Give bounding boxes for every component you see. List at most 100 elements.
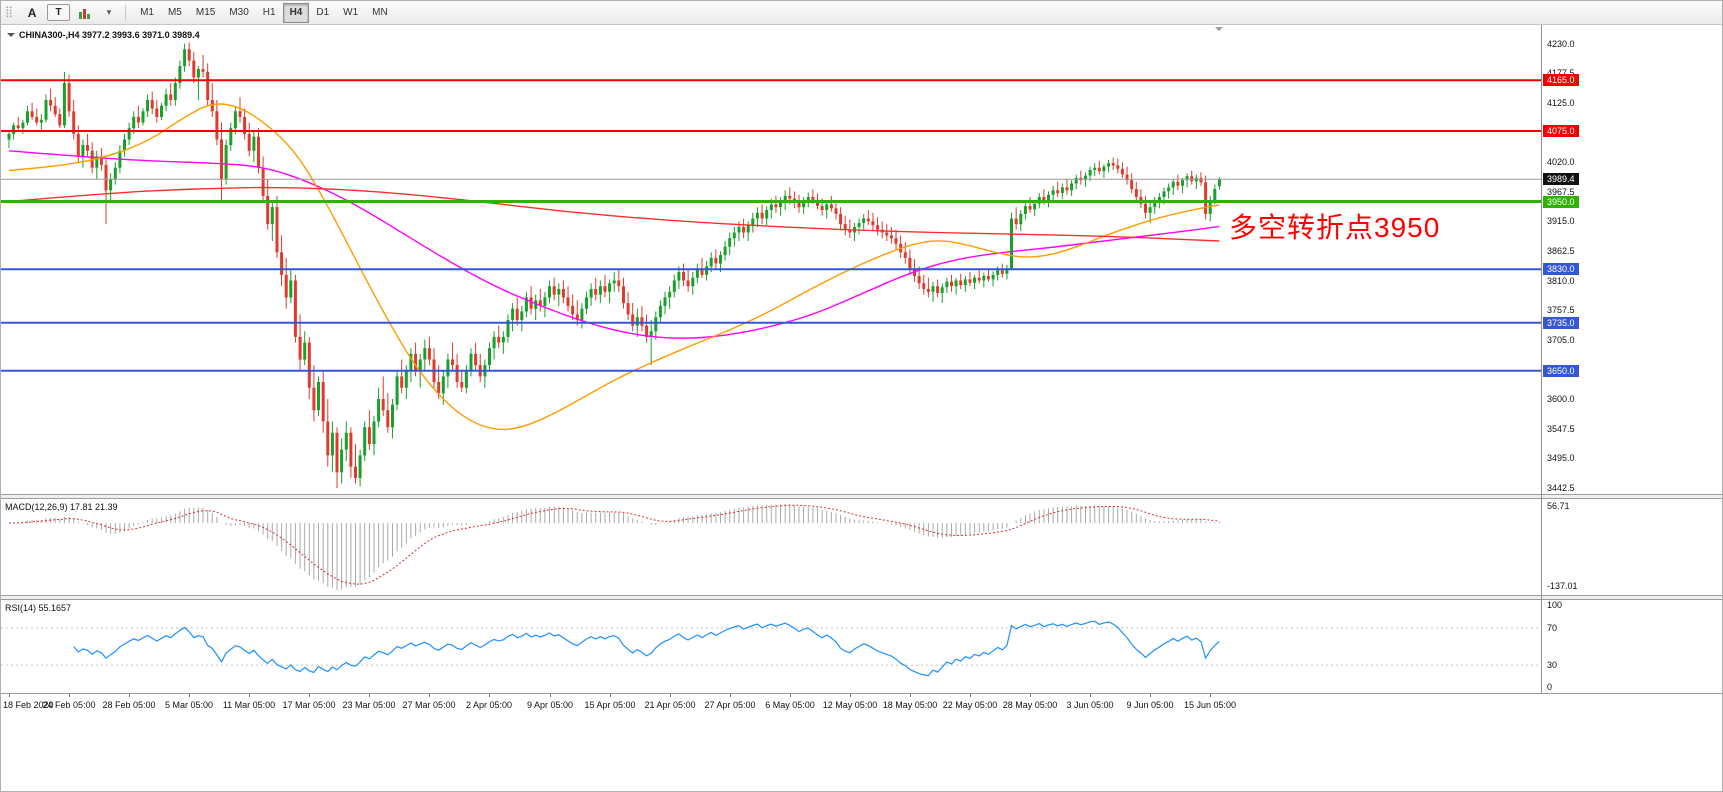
- candle-body: [474, 353, 478, 366]
- price-badge-4165.0[interactable]: 4165.0: [1543, 74, 1579, 86]
- time-axis[interactable]: 18 Feb 2020 24 Feb 05:00 28 Feb 05:00 5 Mar…: [1, 693, 1722, 715]
- candle-body: [635, 317, 639, 326]
- timeframe-button-M15[interactable]: M15: [195, 7, 216, 18]
- candle-body: [1102, 166, 1106, 172]
- candle-body: [834, 208, 838, 214]
- candle-body: [524, 297, 528, 312]
- candle-body: [700, 269, 704, 275]
- toolbar-grip[interactable]: ⣿: [5, 6, 14, 18]
- rsi-axis[interactable]: 100 70 30 0: [1542, 600, 1722, 693]
- candle-body: [866, 218, 870, 222]
- price-badge-3830.0[interactable]: 3830.0: [1543, 263, 1579, 275]
- price-badge-3650.0[interactable]: 3650.0: [1543, 365, 1579, 377]
- rsi-canvas[interactable]: [1, 600, 1542, 693]
- candle-body: [1185, 176, 1189, 181]
- candle-body: [201, 69, 205, 72]
- candle-body: [284, 274, 288, 298]
- time-tick: [1210, 694, 1211, 697]
- time-label: 24 Feb 05:00: [42, 700, 96, 710]
- time-tick: [850, 694, 851, 697]
- timeframe-button-MN[interactable]: MN: [372, 7, 388, 18]
- price-axis[interactable]: 4230.0 4177.5 4125.0 4020.0 3967.5 3915.0 3862…: [1542, 25, 1722, 494]
- candle-body: [224, 145, 228, 179]
- timeframe-button-H1[interactable]: H1: [262, 7, 276, 18]
- time-label: 15 Apr 05:00: [584, 700, 636, 710]
- candle-body: [238, 111, 242, 117]
- candle-body: [871, 221, 875, 226]
- candle-body: [557, 289, 561, 295]
- time-label: 11 Mar 05:00: [222, 700, 276, 710]
- panel-separator[interactable]: [1, 494, 1722, 499]
- candle-body: [386, 410, 390, 428]
- candle-body: [183, 49, 187, 67]
- candle-body: [977, 277, 981, 281]
- text-tool-button[interactable]: T: [47, 4, 71, 21]
- candle-body: [1157, 197, 1161, 202]
- candle-body: [62, 83, 66, 126]
- indicators-button[interactable]: [72, 3, 98, 23]
- candle-body: [414, 353, 418, 371]
- main-chart-canvas[interactable]: [1, 25, 1542, 495]
- macd-label: MACD(12,26,9) 17.81 21.39: [5, 502, 118, 512]
- panel-separator[interactable]: [1, 595, 1722, 600]
- candle-body: [1171, 181, 1175, 188]
- candle-body: [441, 376, 445, 394]
- candle-body: [631, 314, 635, 326]
- price-badge-4075.0[interactable]: 4075.0: [1543, 125, 1579, 137]
- candle-body: [391, 404, 394, 428]
- timeframe-button-M30[interactable]: M30: [229, 7, 249, 18]
- time-tick: [610, 694, 611, 697]
- price-tick: 3705.0: [1547, 335, 1575, 345]
- chart-shift-marker[interactable]: [1215, 27, 1223, 35]
- timeframe-button-H4[interactable]: H4: [282, 2, 310, 23]
- text-annotation-button[interactable]: A: [27, 5, 37, 20]
- macd-canvas[interactable]: [1, 499, 1542, 595]
- candle-body: [233, 111, 237, 129]
- annotation-text[interactable]: 多空转折点3950: [1229, 212, 1441, 243]
- timeframe-button-W1[interactable]: W1: [343, 7, 359, 18]
- axis-divider: [1541, 25, 1542, 693]
- candle-body: [469, 353, 473, 371]
- candle-body: [155, 108, 159, 117]
- price-tick: 4020.0: [1547, 157, 1575, 167]
- candle-body: [395, 376, 399, 405]
- timeframe-button-D1[interactable]: D1: [316, 7, 330, 18]
- timeframe-button-M5[interactable]: M5: [167, 7, 182, 18]
- candle-body: [917, 276, 921, 284]
- candle-body: [340, 449, 344, 473]
- candle-body: [1042, 197, 1046, 202]
- time-label: 15 Jun 05:00: [1183, 700, 1237, 710]
- time-tick: [670, 694, 671, 697]
- candle-body: [210, 100, 214, 112]
- candle-body: [229, 128, 233, 146]
- candle-body: [270, 207, 274, 225]
- rsi-tick: 100: [1547, 600, 1563, 610]
- candle-body: [645, 325, 649, 337]
- candle-body: [53, 105, 57, 115]
- macd-axis[interactable]: 56.71 -137.01: [1542, 499, 1722, 595]
- timeframe-button-M1[interactable]: M1: [140, 7, 154, 18]
- time-tick: [309, 694, 310, 697]
- price-tick: 4125.0: [1547, 98, 1575, 108]
- candle-body: [571, 305, 575, 315]
- candle-body: [695, 269, 699, 278]
- candle-body: [381, 399, 385, 411]
- candle-body: [400, 376, 404, 388]
- price-tick: 3967.5: [1547, 187, 1575, 197]
- candle-body: [26, 111, 29, 123]
- rsi-tick: 0: [1547, 682, 1553, 692]
- candle-body: [950, 281, 953, 287]
- candle-body: [132, 116, 136, 129]
- candle-body: [677, 272, 681, 281]
- time-label: 28 Feb 05:00: [102, 700, 156, 710]
- time-tick: [129, 694, 130, 697]
- price-badge-3735.0[interactable]: 3735.0: [1543, 317, 1579, 329]
- chevron-down-icon[interactable]: ▾: [106, 7, 112, 17]
- candle-body: [598, 286, 602, 295]
- candle-body: [991, 274, 995, 280]
- price-badge-3950.0[interactable]: 3950.0: [1543, 196, 1579, 208]
- candle-body: [848, 229, 852, 233]
- collapse-caret-icon[interactable]: [7, 33, 15, 41]
- chart-title: CHINA300-,H4 3977.2 3993.6 3971.0 3989.4: [7, 29, 200, 41]
- candle-body: [751, 218, 755, 226]
